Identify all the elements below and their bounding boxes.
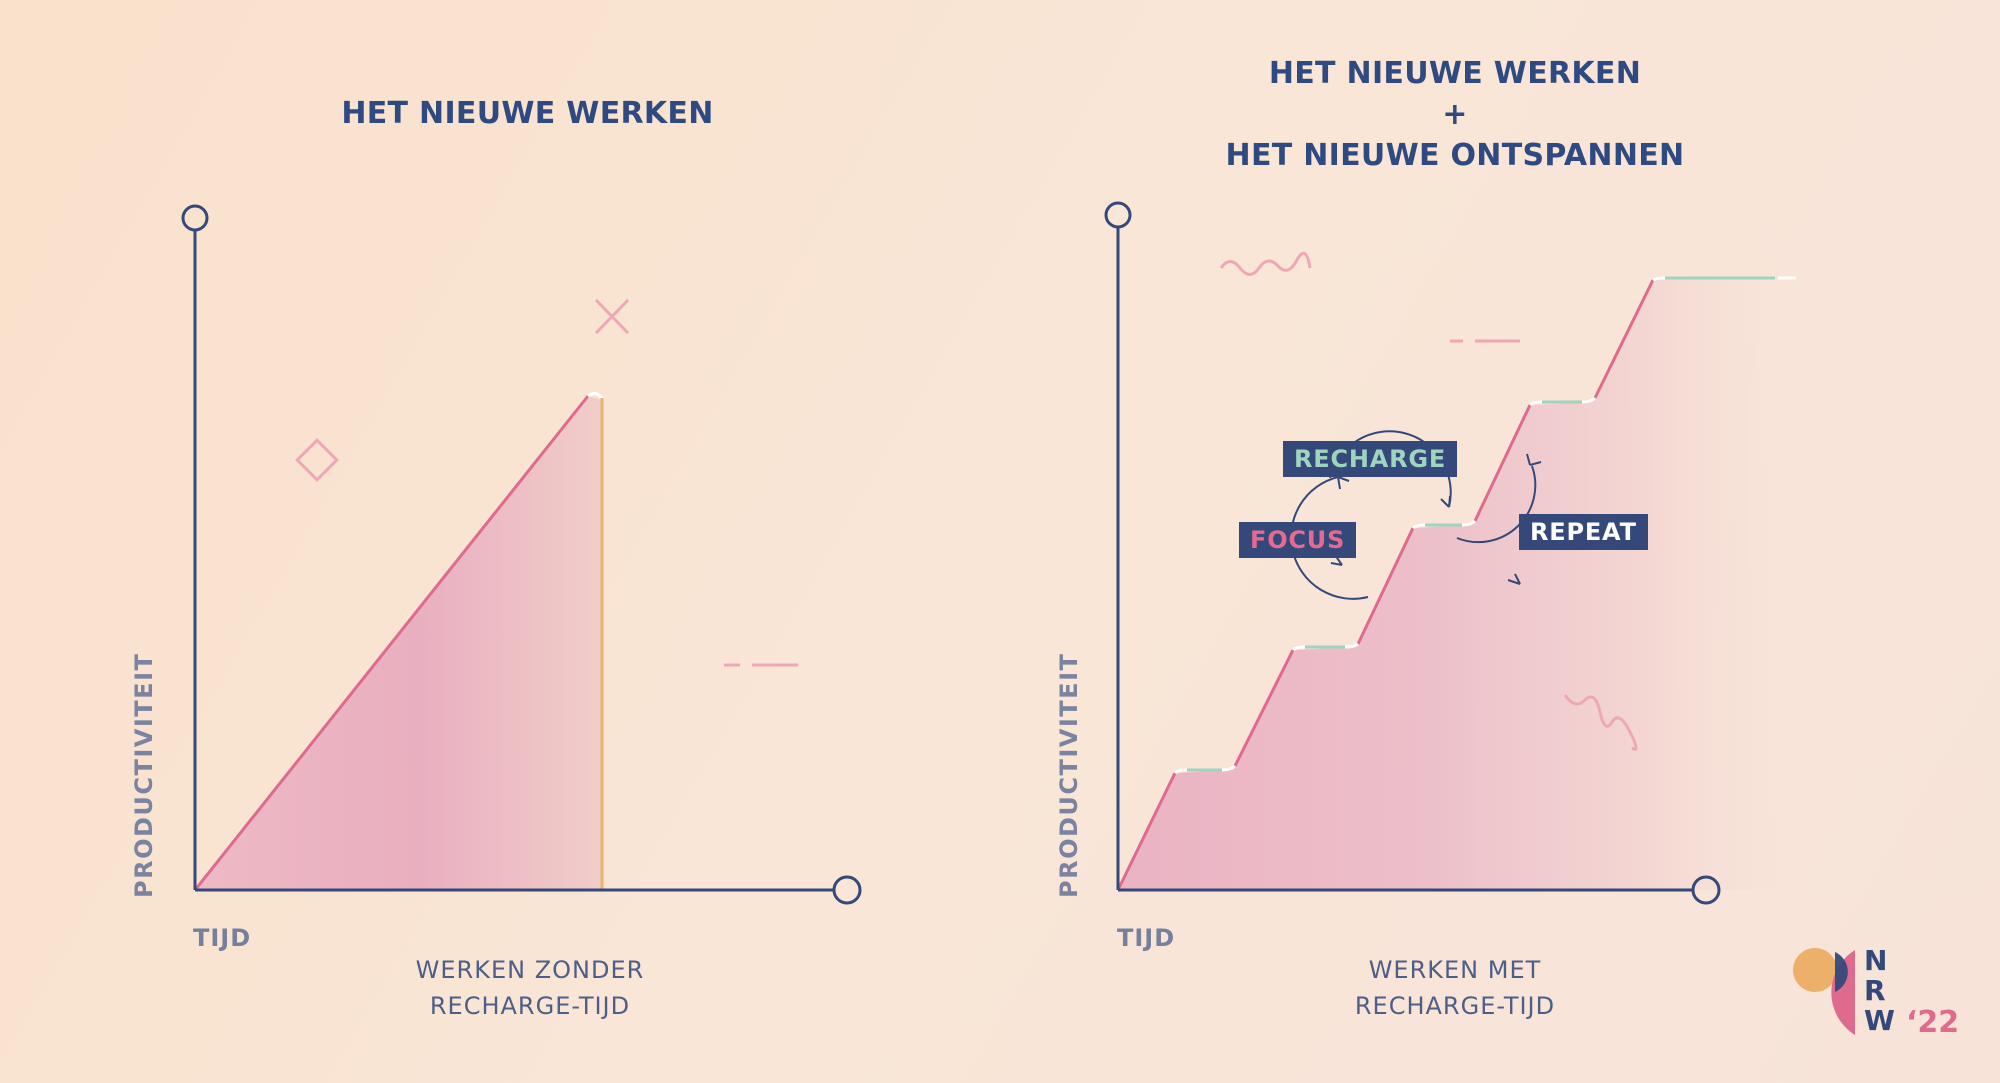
transition-marks: [1173, 276, 1796, 775]
right-title: HET NIEUWE WERKEN + HET NIEUWE ONTSPANNE…: [1195, 53, 1715, 176]
productivity-area-left: [195, 396, 602, 890]
y-axis-label-left: PRODUCTIVITEIT: [130, 652, 158, 898]
squiggle-decoration-bottom: [1563, 694, 1638, 751]
cross-decoration: [594, 298, 630, 335]
right-title-line-3: HET NIEUWE ONTSPANNEN: [1225, 138, 1685, 173]
focus-tag: FOCUS: [1239, 522, 1357, 558]
axes-right: [1104, 201, 1721, 905]
origin-label-right: TIJD: [1117, 924, 1176, 952]
recharge-tag: RECHARGE: [1283, 441, 1458, 477]
squiggle-decoration-top: [1219, 251, 1312, 276]
y-axis-label-right: PRODUCTIVITEIT: [1055, 652, 1083, 898]
axes-left: [181, 204, 862, 905]
recharge-plateaus: [1187, 276, 1775, 772]
productivity-area-right: [1118, 276, 1800, 890]
right-title-line-1: HET NIEUWE WERKEN: [1268, 56, 1642, 91]
peak-marker-left: [587, 391, 604, 399]
right-title-line-2: +: [1442, 97, 1468, 132]
cycle-arrows-right: [1456, 453, 1542, 585]
productivity-line-right: [1116, 279, 1655, 891]
nrw-logo-letters: N R W: [1864, 944, 1895, 1037]
nrw-logo-shapes: [1793, 948, 1855, 1035]
caption-left: WERKEN ZONDER RECHARGE-TIJD: [415, 956, 645, 1020]
origin-label-left: TIJD: [193, 924, 252, 952]
caption-right: WERKEN MET RECHARGE-TIJD: [1354, 956, 1556, 1020]
repeat-tag: REPEAT: [1519, 514, 1648, 550]
left-title: HET NIEUWE WERKEN: [341, 96, 714, 131]
nrw-logo-year: ‘22: [1906, 1005, 1960, 1040]
productivity-line-left: [193, 395, 590, 891]
diamond-decoration: [295, 438, 339, 482]
